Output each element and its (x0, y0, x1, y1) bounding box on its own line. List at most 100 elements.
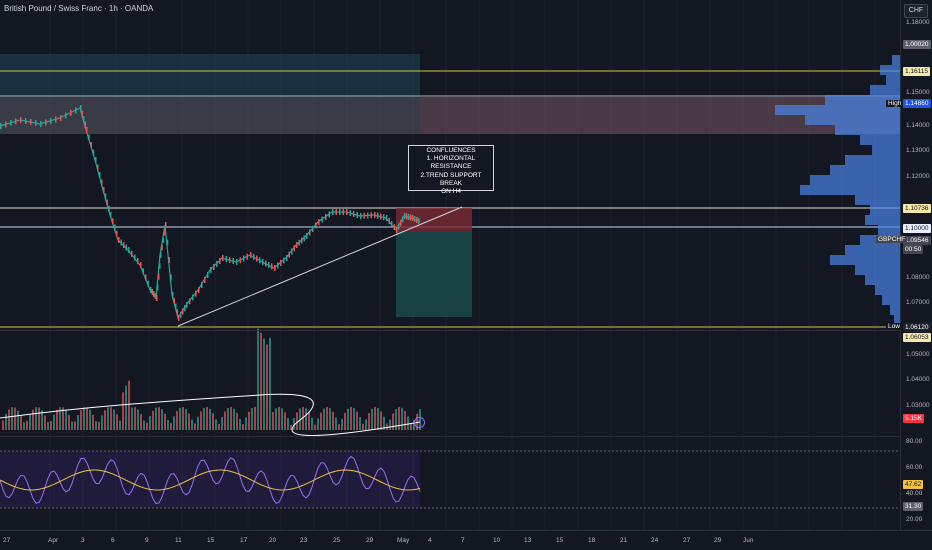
volume-profile-bar (872, 145, 900, 155)
price-tick: 1.12000 (906, 173, 930, 180)
candle (20, 117, 22, 123)
pane-divider[interactable] (0, 436, 900, 437)
candle (166, 239, 169, 246)
volume-profile-bar (800, 185, 900, 195)
candle (165, 222, 167, 228)
time-tick: 15 (207, 537, 215, 544)
price-tick: 1.03000 (906, 402, 930, 409)
currency-button[interactable]: CHF (904, 4, 928, 18)
volume-bar (182, 407, 184, 430)
chart-canvas[interactable] (0, 0, 900, 530)
candle (0, 123, 2, 129)
volume-bar (209, 408, 211, 430)
volume-profile-bar (875, 285, 900, 295)
low-label: Low (886, 323, 902, 330)
volume-bar (233, 408, 235, 430)
time-tick: May (397, 537, 410, 544)
confluence-annotation[interactable]: CONFLUENCES 1. HORIZONTAL RESISTANCE 2.T… (408, 145, 494, 195)
candle (180, 311, 182, 318)
volume-bar (401, 407, 403, 430)
candle (81, 110, 83, 117)
candle (92, 149, 95, 156)
volume-profile-bar (835, 125, 900, 135)
volume-bar (101, 415, 103, 430)
volume-bar (194, 423, 196, 430)
candle (325, 214, 327, 220)
volume-bar (35, 407, 37, 430)
candle (328, 211, 330, 218)
volume-bar (146, 422, 148, 430)
candle (140, 262, 142, 268)
candle (312, 226, 314, 232)
volume-bar (317, 418, 319, 430)
volume-profile-bar (892, 55, 900, 65)
candle (402, 216, 404, 223)
candle (97, 164, 99, 171)
volume-bar (380, 411, 382, 430)
annotation-line: 2.TREND SUPPORT BREAK (420, 171, 482, 187)
annotation-line: CONFLUENCES (426, 147, 476, 154)
candle (283, 257, 285, 264)
price-scale[interactable]: CHF 1.18000 1.00020 1.16115 1.15000 1.14… (900, 0, 932, 530)
candle (192, 294, 194, 301)
volume-bar (230, 407, 232, 430)
candle (391, 221, 393, 227)
volume-bar (32, 409, 34, 430)
volume-bar (197, 416, 199, 430)
candle (128, 247, 130, 253)
candle (239, 257, 241, 264)
candle (103, 187, 105, 193)
volume-bar (122, 392, 124, 430)
candle (65, 112, 67, 119)
candle (189, 298, 191, 305)
volume-bar (149, 416, 151, 430)
volume-bar (389, 419, 391, 430)
candle (246, 253, 248, 260)
symbol-title[interactable]: British Pound / Swiss Franc · 1h · OANDA (4, 4, 154, 13)
rsi-tick: 60.00 (906, 464, 923, 471)
candle (236, 259, 238, 265)
candle (377, 212, 379, 219)
volume-bar (239, 418, 241, 430)
lightning-icon[interactable]: ⚡ (414, 417, 425, 428)
time-axis[interactable]: 27 Apr 3 6 9 11 15 17 20 23 25 29 May 4 7 10 13 15 18 21 24 2… (0, 530, 932, 550)
rsi-ma-line (0, 469, 421, 491)
candle (5, 121, 7, 128)
candle (225, 256, 227, 262)
volume-bar (29, 414, 31, 430)
volume-bar (158, 407, 160, 430)
candle (153, 291, 155, 297)
candle (151, 289, 153, 295)
volume-bar (335, 417, 337, 430)
volume-bar (50, 421, 52, 430)
volume-bar (143, 420, 145, 430)
volume-bar (347, 408, 349, 430)
volume-bar (296, 412, 298, 430)
candle (108, 205, 110, 212)
volume-bar (74, 421, 76, 430)
volume-bar (107, 407, 109, 430)
pane-divider[interactable] (0, 330, 900, 331)
trend-line (177, 206, 463, 327)
candle (86, 127, 88, 133)
volume-profile-bar (865, 275, 900, 285)
candle (271, 263, 273, 270)
volume-bar (137, 409, 139, 430)
volume-profile-bar (886, 75, 900, 85)
candle (306, 233, 308, 239)
candle (118, 237, 120, 243)
candle (229, 257, 231, 263)
volume-bar (248, 411, 250, 430)
price-tag-level: 1.10000 (903, 224, 931, 233)
candle (216, 261, 218, 267)
candle (95, 157, 97, 163)
candle (161, 244, 163, 251)
target-zone (396, 232, 472, 317)
volume-bar (191, 419, 193, 430)
volume-bar (140, 414, 142, 430)
time-tick: 27 (3, 537, 11, 544)
volume-bar (14, 407, 16, 430)
volume-bar (305, 408, 307, 430)
candle (70, 110, 72, 116)
